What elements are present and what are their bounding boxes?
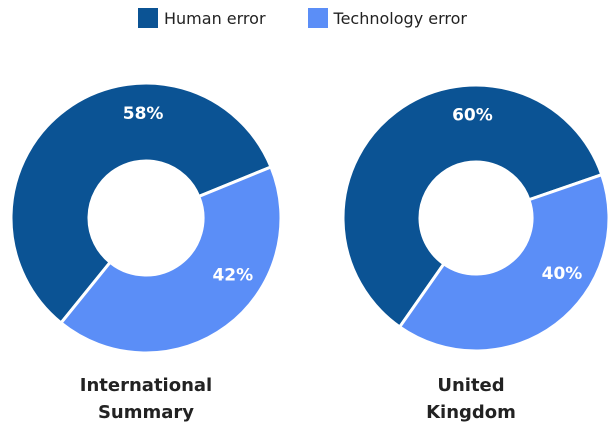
data-label: 40% [542,264,583,284]
legend-label: Technology error [333,9,467,28]
donut-slice [341,83,604,330]
legend-item: Technology error [307,8,467,28]
data-label: 42% [212,265,253,285]
donut-slice [397,172,608,353]
legend: Human error Technology error [138,8,467,28]
legend-swatch [138,8,158,28]
data-label: 58% [123,104,164,124]
data-label: 60% [452,106,493,126]
legend-item: Human error [138,8,266,28]
chart-title: United Kingdom [426,375,516,423]
legend-swatch [307,8,328,28]
chart-title: International Summary [79,375,213,423]
donut-slice [58,165,283,355]
donut-slice [9,81,273,326]
legend-label: Human error [164,9,266,28]
